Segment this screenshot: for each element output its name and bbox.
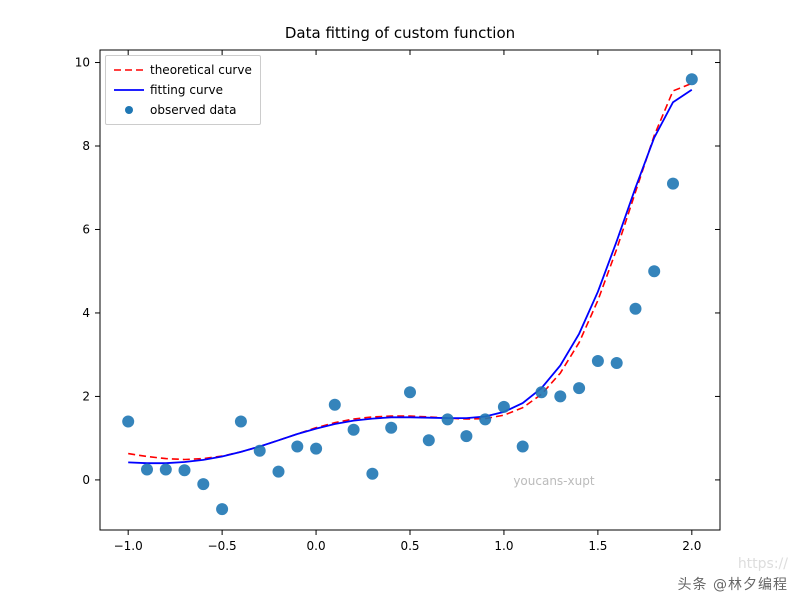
attribution-text: 头条 @林夕编程 [678,574,788,594]
legend-item-theoretical: theoretical curve [114,60,252,80]
legend-label-observed: observed data [150,103,236,117]
legend-item-observed: observed data [114,100,252,120]
legend-label-theoretical: theoretical curve [150,63,252,77]
legend-label-fitting: fitting curve [150,83,223,97]
curves [128,83,692,463]
svg-text:0: 0 [82,473,90,487]
watermark-inplot: youcans-xupt [513,474,594,488]
figure: Data fitting of custom function −1.0−0.5… [0,0,800,600]
legend-item-fitting: fitting curve [114,80,252,100]
legend: theoretical curve fitting curve observed… [105,55,261,125]
svg-text:−1.0: −1.0 [114,539,143,553]
svg-text:4: 4 [82,306,90,320]
legend-swatch-observed [114,103,144,117]
svg-text:1.5: 1.5 [588,539,607,553]
scatter-points [122,73,698,515]
svg-text:0.5: 0.5 [400,539,419,553]
svg-text:−0.5: −0.5 [208,539,237,553]
svg-text:1.0: 1.0 [494,539,513,553]
svg-text:2.0: 2.0 [682,539,701,553]
legend-swatch-fitting [114,83,144,97]
svg-text:10: 10 [75,56,90,70]
x-ticks: −1.0 −0.5 0.0 0.5 1.0 1.5 2.0 [114,50,702,553]
svg-text:0.0: 0.0 [307,539,326,553]
svg-text:6: 6 [82,222,90,236]
svg-text:8: 8 [82,139,90,153]
watermark-faint: https:// [738,556,788,572]
legend-swatch-theoretical [114,63,144,77]
svg-text:2: 2 [82,389,90,403]
